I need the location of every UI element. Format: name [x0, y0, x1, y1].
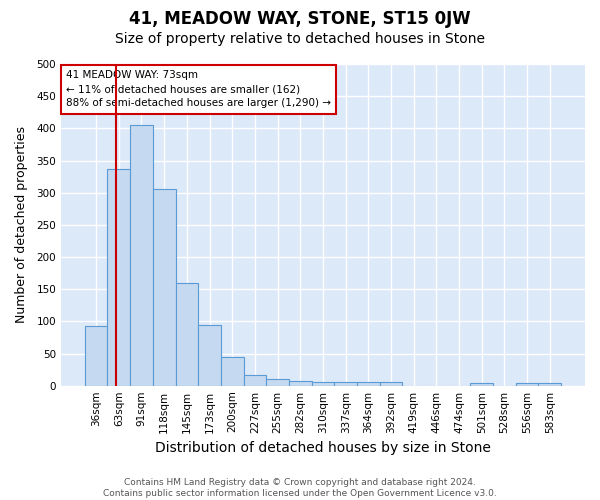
Bar [85, 326, 107, 386]
Y-axis label: Number of detached properties: Number of detached properties [15, 126, 28, 324]
Text: 41 MEADOW WAY: 73sqm
← 11% of detached houses are smaller (162)
88% of semi-deta: 41 MEADOW WAY: 73sqm ← 11% of detached h… [66, 70, 331, 108]
Text: Size of property relative to detached houses in Stone: Size of property relative to detached ho… [115, 32, 485, 46]
Bar [107, 169, 130, 386]
Bar [244, 376, 266, 386]
Bar [516, 383, 538, 386]
Text: Contains HM Land Registry data © Crown copyright and database right 2024.
Contai: Contains HM Land Registry data © Crown c… [103, 478, 497, 498]
Bar [266, 378, 289, 386]
Bar [311, 382, 334, 386]
Bar [334, 382, 357, 386]
Bar [130, 125, 153, 386]
Bar [538, 383, 561, 386]
Bar [221, 356, 244, 386]
Text: 41, MEADOW WAY, STONE, ST15 0JW: 41, MEADOW WAY, STONE, ST15 0JW [129, 10, 471, 28]
Bar [198, 324, 221, 386]
Bar [176, 282, 198, 386]
X-axis label: Distribution of detached houses by size in Stone: Distribution of detached houses by size … [155, 441, 491, 455]
Bar [380, 382, 403, 386]
Bar [289, 380, 311, 386]
Bar [357, 382, 380, 386]
Bar [153, 190, 176, 386]
Bar [470, 383, 493, 386]
